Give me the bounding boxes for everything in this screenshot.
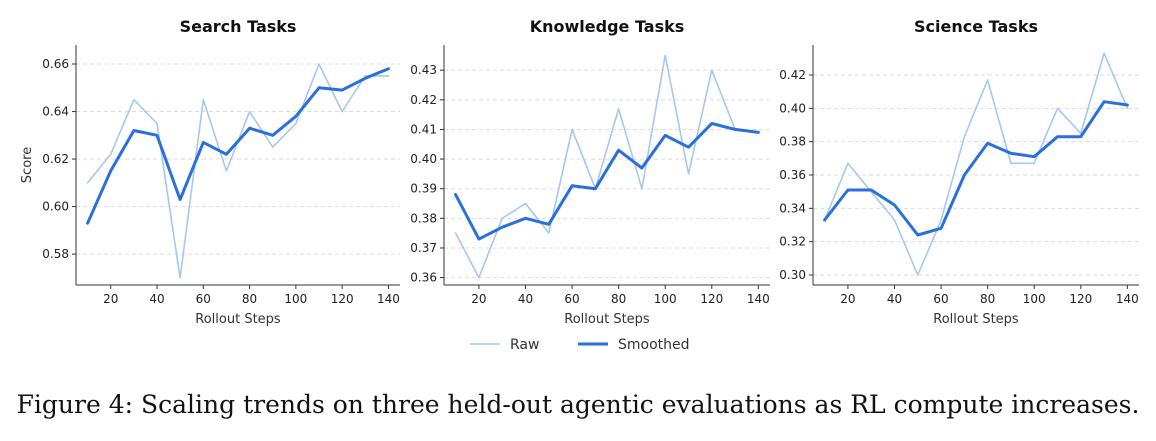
x-axis-label: Rollout Steps: [195, 312, 281, 327]
chart-panel-2: 0.36 0.37 0.38 0.39 0.40 0.41 0.42 0.43 20 40 60 80…: [410, 17, 770, 327]
y-tick-label: 0.38: [410, 211, 437, 225]
x-tick-label: 60: [933, 292, 948, 306]
y-tick-label: 0.42: [779, 68, 806, 82]
y-tick-label: 0.39: [410, 182, 437, 196]
legend-label-raw: Raw: [510, 337, 539, 353]
x-tick-label: 100: [1023, 292, 1046, 306]
series-line-raw: [86, 63, 390, 279]
y-tick-label: 0.60: [42, 200, 69, 214]
y-tick-label: 0.32: [779, 235, 806, 249]
x-tick-label: 140: [1116, 292, 1139, 306]
y-tick-label: 0.34: [779, 201, 806, 215]
y-axis-label: Score: [20, 147, 35, 183]
y-tick-label: 0.41: [410, 122, 437, 136]
x-axis-label: Rollout Steps: [564, 312, 650, 327]
x-tick-label: 120: [700, 292, 723, 306]
y-tick-label: 0.40: [779, 101, 806, 115]
y-tick-label: 0.42: [410, 93, 437, 107]
x-tick-label: 100: [284, 292, 307, 306]
x-tick-label: 80: [611, 292, 626, 306]
y-tick-label: 0.62: [42, 152, 69, 166]
x-tick-label: 40: [887, 292, 902, 306]
legend-label-smoothed: Smoothed: [618, 337, 690, 353]
x-tick-label: 40: [518, 292, 533, 306]
chart-panel-3: 0.30 0.32 0.34 0.36 0.38 0.40 0.42 20 40 60 80 100 1…: [779, 17, 1139, 327]
chart-title: Knowledge Tasks: [530, 17, 685, 36]
chart-title: Science Tasks: [914, 17, 1038, 36]
x-tick-label: 80: [242, 292, 257, 306]
x-tick-label: 60: [564, 292, 579, 306]
x-tick-label: 140: [747, 292, 770, 306]
figure: 0.58 0.60 0.62 0.64 0.66 20 40 60 80 100 120 140 Sea…: [20, 17, 1139, 353]
y-tick-label: 0.66: [42, 57, 69, 71]
x-tick-label: 40: [149, 292, 164, 306]
x-tick-label: 80: [980, 292, 995, 306]
x-tick-label: 140: [377, 292, 400, 306]
y-tick-label: 0.30: [779, 268, 806, 282]
series-line-smoothed: [454, 122, 760, 241]
y-tick-label: 0.58: [42, 247, 69, 261]
x-tick-label: 100: [654, 292, 677, 306]
y-tick-label: 0.38: [779, 135, 806, 149]
y-tick-label: 0.36: [779, 168, 806, 182]
y-tick-label: 0.37: [410, 241, 437, 255]
series-line-raw: [454, 54, 760, 279]
chart-panel-1: 0.58 0.60 0.62 0.64 0.66 20 40 60 80 100 120 140 Sea…: [20, 17, 400, 327]
y-tick-label: 0.64: [42, 105, 69, 119]
x-axis-label: Rollout Steps: [933, 312, 1019, 327]
series-line-smoothed: [86, 67, 390, 225]
x-tick-label: 120: [1069, 292, 1092, 306]
x-tick-label: 20: [471, 292, 486, 306]
y-tick-label: 0.36: [410, 271, 437, 285]
x-tick-label: 60: [196, 292, 211, 306]
x-tick-label: 20: [840, 292, 855, 306]
figure-caption: Figure 4: Scaling trends on three held-o…: [16, 390, 1140, 419]
series-line-raw: [823, 52, 1129, 276]
y-tick-label: 0.40: [410, 152, 437, 166]
legend: Raw Smoothed: [470, 337, 690, 353]
x-tick-label: 120: [331, 292, 354, 306]
series-line-smoothed: [823, 100, 1129, 237]
y-tick-label: 0.43: [410, 63, 437, 77]
x-tick-label: 20: [103, 292, 118, 306]
chart-title: Search Tasks: [180, 17, 297, 36]
